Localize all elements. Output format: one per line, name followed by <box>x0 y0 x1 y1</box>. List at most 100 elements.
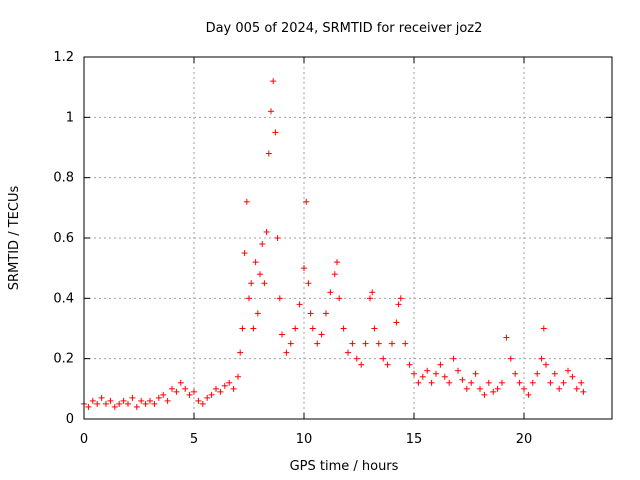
data-point <box>279 331 285 338</box>
data-point <box>133 403 140 410</box>
data-point <box>340 325 347 332</box>
data-point <box>516 379 523 386</box>
y-tick-label: 0.6 <box>53 231 74 246</box>
data-point <box>538 355 545 362</box>
data-point <box>543 361 549 368</box>
y-tick-label: 1 <box>66 110 74 125</box>
data-point <box>259 241 266 248</box>
data-point <box>569 373 576 380</box>
data-point <box>389 340 395 347</box>
x-tick-label: 0 <box>80 432 88 447</box>
chart-title: Day 005 of 2024, SRMTID for receiver joz… <box>206 21 483 36</box>
data-point <box>292 325 299 332</box>
data-point <box>125 400 131 407</box>
grid-lines <box>84 57 612 419</box>
data-point <box>287 340 294 347</box>
data-point <box>450 355 457 362</box>
data-point <box>235 373 241 380</box>
data-point <box>565 367 571 374</box>
y-tick-label: 1.2 <box>53 50 74 65</box>
data-point <box>103 400 109 407</box>
data-point <box>208 391 215 398</box>
data-point <box>237 349 244 356</box>
data-point <box>499 379 505 386</box>
data-point <box>560 379 567 386</box>
data-point <box>186 391 193 398</box>
data-point <box>303 198 310 205</box>
x-tick-label: 5 <box>190 432 198 447</box>
data-point <box>276 295 283 302</box>
data-point <box>406 361 413 368</box>
data-point <box>243 198 250 205</box>
data-point <box>411 370 417 377</box>
data-point <box>437 361 444 368</box>
data-point <box>362 340 369 347</box>
data-point <box>490 388 497 395</box>
data-point <box>334 259 340 266</box>
data-point <box>573 385 580 392</box>
data-point <box>248 280 255 287</box>
data-point <box>547 379 554 386</box>
data-point <box>116 400 123 407</box>
data-point <box>512 370 519 377</box>
data-point <box>551 370 558 377</box>
data-point <box>336 295 343 302</box>
data-point <box>241 250 248 257</box>
data-point <box>283 349 290 356</box>
y-tick-label: 0.2 <box>53 352 74 367</box>
data-point <box>270 78 277 85</box>
data-point <box>463 385 470 392</box>
data-point <box>397 295 404 302</box>
data-point <box>250 325 257 332</box>
data-point <box>371 325 378 332</box>
data-point <box>296 301 303 308</box>
data-point <box>147 397 153 404</box>
plot-frame <box>83 56 613 420</box>
data-point <box>272 129 279 136</box>
data-point <box>459 376 466 383</box>
data-point <box>578 379 585 386</box>
data-point <box>327 289 334 296</box>
data-point <box>129 394 136 401</box>
data-point <box>252 259 259 266</box>
data-point <box>318 331 325 338</box>
data-point <box>226 379 233 386</box>
data-point <box>380 355 387 362</box>
y-tick-label: 0 <box>66 412 74 427</box>
data-point <box>89 397 96 404</box>
data-point <box>204 394 211 401</box>
data-point <box>246 295 252 302</box>
data-point <box>428 379 435 386</box>
x-tick-label: 10 <box>296 432 313 447</box>
data-point <box>441 373 448 380</box>
data-point <box>257 271 263 278</box>
data-point <box>155 394 162 401</box>
data-point <box>263 228 270 235</box>
data-point <box>142 400 149 407</box>
data-point <box>481 391 488 398</box>
data-point <box>540 325 547 332</box>
data-point <box>395 301 402 308</box>
data-point <box>580 388 587 395</box>
data-point <box>369 289 376 296</box>
x-tick-label: 20 <box>516 432 533 447</box>
data-point <box>358 361 365 368</box>
data-point <box>529 379 536 386</box>
data-point <box>305 280 312 287</box>
data-point <box>419 373 426 380</box>
data-point <box>345 349 351 356</box>
data-point <box>195 397 202 404</box>
data-point <box>503 334 510 341</box>
data-point <box>485 379 492 386</box>
data-point <box>160 391 167 398</box>
data-point <box>477 385 483 392</box>
x-axis-label: GPS time / hours <box>290 459 399 474</box>
data-point <box>182 385 189 392</box>
data-point <box>111 403 118 410</box>
data-point <box>507 355 514 362</box>
y-tick-label: 0.4 <box>53 291 74 306</box>
data-point <box>323 310 329 317</box>
data-point <box>494 385 501 392</box>
data-point <box>268 108 274 115</box>
